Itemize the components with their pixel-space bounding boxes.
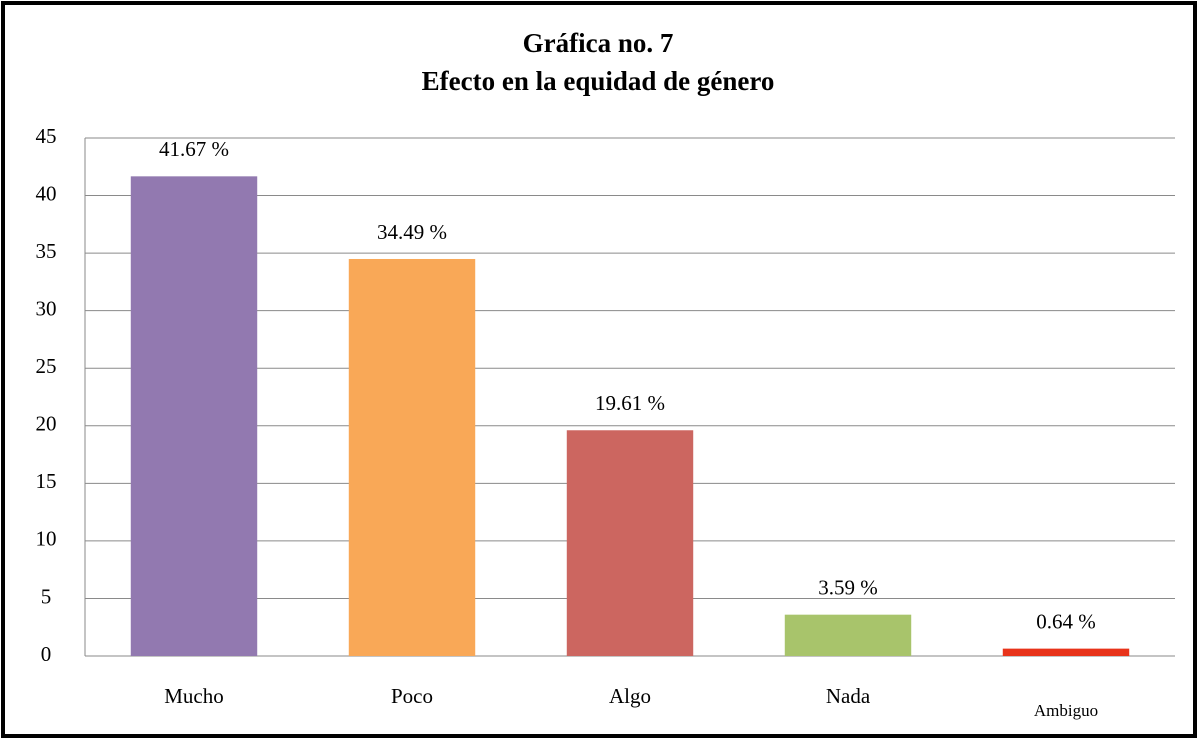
x-tick-label: Algo	[609, 684, 651, 708]
data-label: 41.67 %	[159, 137, 229, 161]
bar	[348, 258, 476, 656]
y-tick-label: 25	[36, 354, 57, 378]
y-tick-label: 20	[36, 412, 57, 436]
bar	[566, 430, 694, 656]
x-tick-label: Mucho	[164, 684, 224, 708]
x-tick-label: Ambiguo	[1034, 701, 1098, 720]
bar	[130, 176, 258, 656]
chart-subtitle: Efecto en la equidad de género	[422, 66, 775, 96]
data-label: 19.61 %	[595, 391, 665, 415]
y-tick-label: 35	[36, 239, 57, 263]
x-tick-label: Poco	[391, 684, 433, 708]
y-tick-label: 5	[41, 584, 52, 608]
y-tick-label: 40	[36, 181, 57, 205]
y-tick-label: 30	[36, 296, 57, 320]
y-tick-label: 10	[36, 527, 57, 551]
x-tick-label: Nada	[826, 684, 871, 708]
y-tick-label: 15	[36, 469, 57, 493]
data-label: 34.49 %	[377, 220, 447, 244]
bar	[1002, 648, 1130, 656]
y-tick-label: 45	[36, 124, 57, 148]
data-label: 0.64 %	[1036, 609, 1096, 633]
y-tick-label: 0	[41, 642, 52, 666]
chart-title: Gráfica no. 7	[523, 28, 674, 58]
bar	[784, 614, 912, 656]
data-label: 3.59 %	[818, 575, 878, 599]
